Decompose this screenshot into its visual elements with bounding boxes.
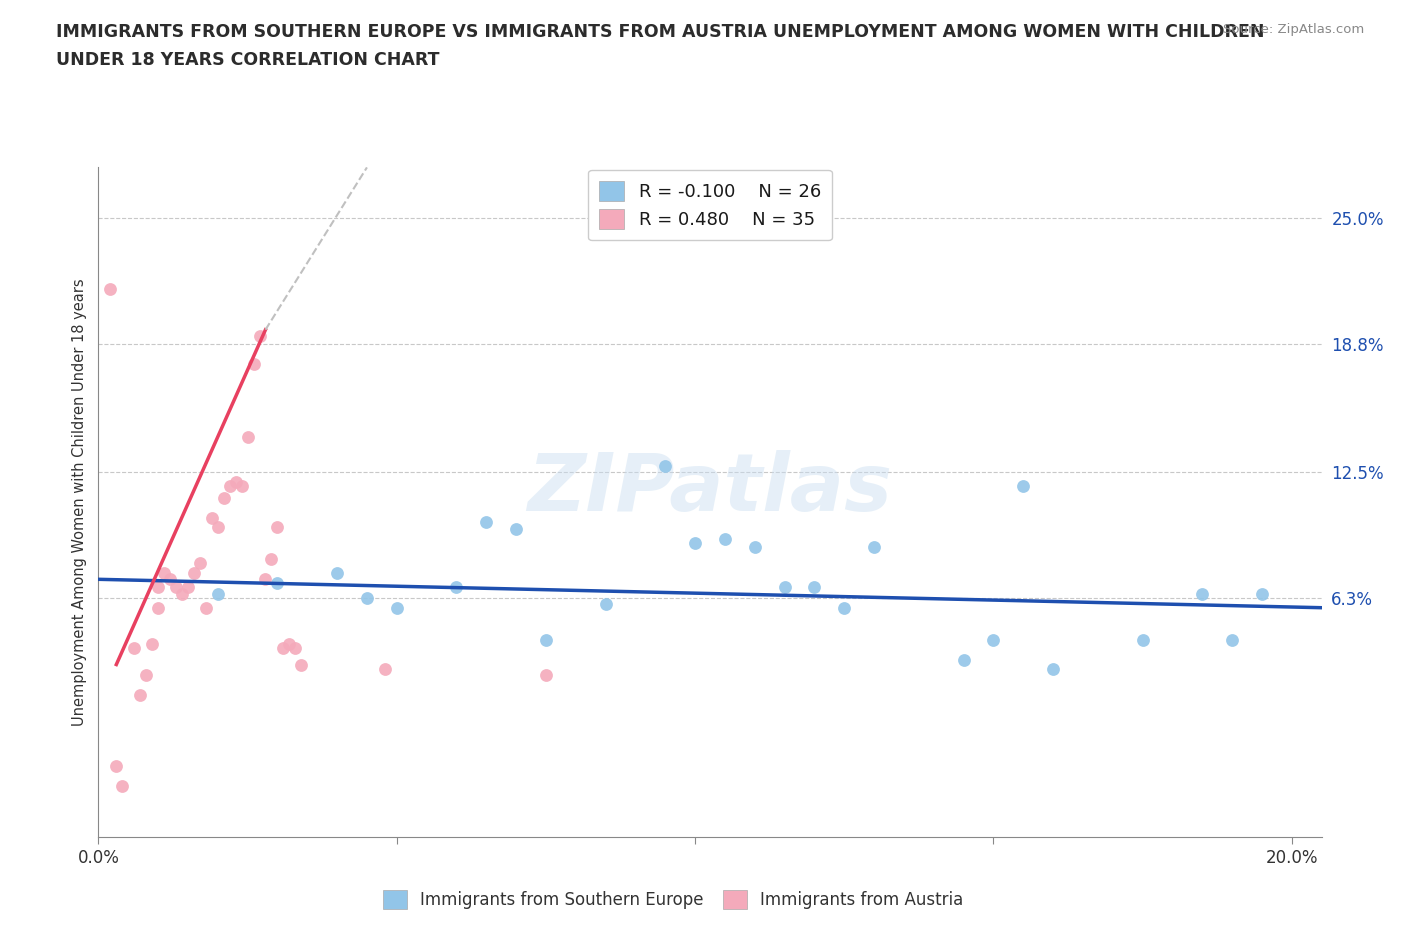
Y-axis label: Unemployment Among Women with Children Under 18 years: Unemployment Among Women with Children U… xyxy=(72,278,87,726)
Point xyxy=(146,580,169,595)
Point xyxy=(374,661,396,676)
Point xyxy=(135,667,157,682)
Point xyxy=(446,580,468,595)
Point xyxy=(266,519,288,534)
Point xyxy=(356,591,378,605)
Point xyxy=(266,576,288,591)
Point xyxy=(654,458,676,473)
Point xyxy=(534,632,557,647)
Point xyxy=(146,600,169,615)
Text: ZIPatlas: ZIPatlas xyxy=(527,450,893,528)
Text: UNDER 18 YEARS CORRELATION CHART: UNDER 18 YEARS CORRELATION CHART xyxy=(56,51,440,69)
Point xyxy=(122,641,145,656)
Point xyxy=(225,474,247,489)
Point xyxy=(153,565,176,580)
Point xyxy=(111,778,134,793)
Point xyxy=(273,641,295,656)
Point xyxy=(278,637,301,652)
Point xyxy=(832,600,855,615)
Point xyxy=(1042,661,1064,676)
Point xyxy=(1220,632,1243,647)
Point xyxy=(1191,586,1213,601)
Point xyxy=(231,479,253,494)
Point xyxy=(207,519,229,534)
Point xyxy=(952,653,974,668)
Point xyxy=(803,580,825,595)
Point xyxy=(983,632,1005,647)
Point xyxy=(290,658,312,672)
Point xyxy=(201,511,224,525)
Point xyxy=(212,491,235,506)
Legend: Immigrants from Southern Europe, Immigrants from Austria: Immigrants from Southern Europe, Immigra… xyxy=(377,884,970,916)
Point xyxy=(188,555,211,570)
Point xyxy=(254,572,277,587)
Point xyxy=(475,515,498,530)
Point xyxy=(236,430,259,445)
Point xyxy=(1132,632,1154,647)
Point xyxy=(714,531,737,546)
Point xyxy=(1251,586,1274,601)
Point xyxy=(773,580,796,595)
Point xyxy=(170,586,193,601)
Point xyxy=(218,479,240,494)
Point xyxy=(744,539,766,554)
Point xyxy=(249,328,271,343)
Point xyxy=(141,637,163,652)
Point xyxy=(98,282,121,297)
Text: IMMIGRANTS FROM SOUTHERN EUROPE VS IMMIGRANTS FROM AUSTRIA UNEMPLOYMENT AMONG WO: IMMIGRANTS FROM SOUTHERN EUROPE VS IMMIG… xyxy=(56,23,1265,41)
Point xyxy=(683,536,706,551)
Point xyxy=(194,600,217,615)
Point xyxy=(177,580,200,595)
Point xyxy=(385,600,408,615)
Point xyxy=(105,759,128,774)
Point xyxy=(183,565,205,580)
Point xyxy=(165,580,187,595)
Text: Source: ZipAtlas.com: Source: ZipAtlas.com xyxy=(1223,23,1364,36)
Point xyxy=(284,641,307,656)
Point xyxy=(242,357,264,372)
Point xyxy=(505,521,527,536)
Point xyxy=(534,667,557,682)
Point xyxy=(1012,479,1035,494)
Point xyxy=(326,565,349,580)
Point xyxy=(260,551,283,566)
Point xyxy=(129,687,152,702)
Point xyxy=(595,596,617,611)
Point xyxy=(207,586,229,601)
Point xyxy=(863,539,886,554)
Point xyxy=(159,572,181,587)
